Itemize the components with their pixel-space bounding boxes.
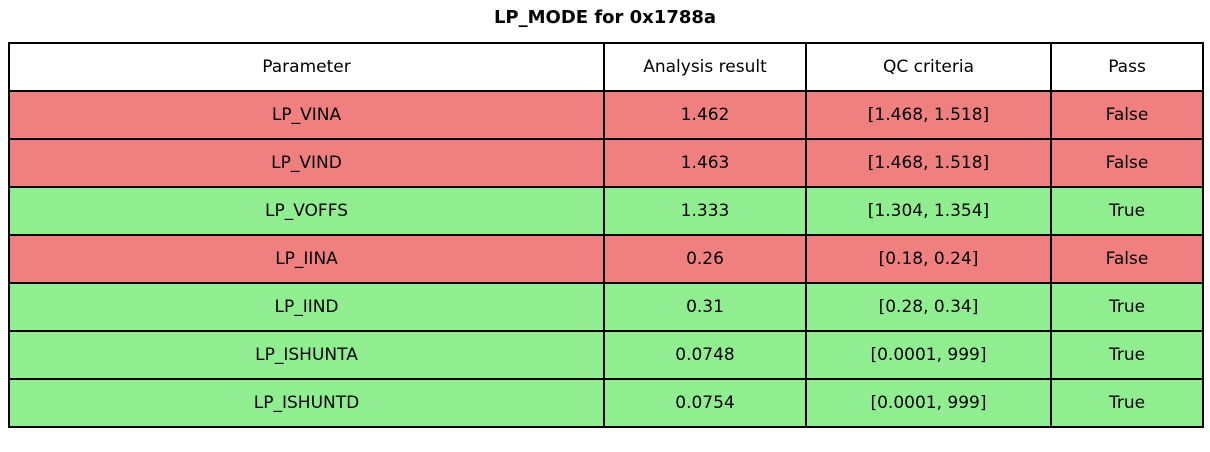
column-header-analysis-result: Analysis result (603, 42, 807, 92)
qc-results-table: Parameter Analysis result QC criteria Pa… (8, 42, 1204, 428)
parameter-cell: LP_IINA (8, 234, 605, 284)
pass-cell: True (1050, 186, 1204, 236)
qc-criteria-cell: [0.0001, 999] (805, 378, 1052, 428)
analysis-result-cell: 0.31 (603, 282, 807, 332)
pass-cell: True (1050, 330, 1204, 380)
pass-cell: True (1050, 378, 1204, 428)
table-row: LP_ISHUNTD 0.0754 [0.0001, 999] True (8, 378, 1204, 428)
analysis-result-cell: 1.463 (603, 138, 807, 188)
parameter-cell: LP_ISHUNTA (8, 330, 605, 380)
qc-criteria-cell: [1.304, 1.354] (805, 186, 1052, 236)
qc-criteria-cell: [0.18, 0.24] (805, 234, 1052, 284)
analysis-result-cell: 1.333 (603, 186, 807, 236)
table-header-row: Parameter Analysis result QC criteria Pa… (8, 42, 1204, 92)
table-row: LP_IINA 0.26 [0.18, 0.24] False (8, 234, 1204, 284)
column-header-pass: Pass (1050, 42, 1204, 92)
pass-cell: False (1050, 138, 1204, 188)
qc-criteria-cell: [0.28, 0.34] (805, 282, 1052, 332)
analysis-result-cell: 0.0748 (603, 330, 807, 380)
table-row: LP_VOFFS 1.333 [1.304, 1.354] True (8, 186, 1204, 236)
table-row: LP_IIND 0.31 [0.28, 0.34] True (8, 282, 1204, 332)
analysis-result-cell: 0.0754 (603, 378, 807, 428)
table-row: LP_VIND 1.463 [1.468, 1.518] False (8, 138, 1204, 188)
pass-cell: False (1050, 234, 1204, 284)
analysis-result-cell: 1.462 (603, 90, 807, 140)
qc-criteria-cell: [0.0001, 999] (805, 330, 1052, 380)
pass-cell: False (1050, 90, 1204, 140)
analysis-result-cell: 0.26 (603, 234, 807, 284)
column-header-parameter: Parameter (8, 42, 605, 92)
page-title: LP_MODE for 0x1788a (493, 7, 717, 28)
parameter-cell: LP_VIND (8, 138, 605, 188)
table-row: LP_VINA 1.462 [1.468, 1.518] False (8, 90, 1204, 140)
qc-criteria-cell: [1.468, 1.518] (805, 138, 1052, 188)
parameter-cell: LP_IIND (8, 282, 605, 332)
qc-criteria-cell: [1.468, 1.518] (805, 90, 1052, 140)
table-row: LP_ISHUNTA 0.0748 [0.0001, 999] True (8, 330, 1204, 380)
pass-cell: True (1050, 282, 1204, 332)
parameter-cell: LP_ISHUNTD (8, 378, 605, 428)
parameter-cell: LP_VOFFS (8, 186, 605, 236)
parameter-cell: LP_VINA (8, 90, 605, 140)
column-header-qc-criteria: QC criteria (805, 42, 1052, 92)
